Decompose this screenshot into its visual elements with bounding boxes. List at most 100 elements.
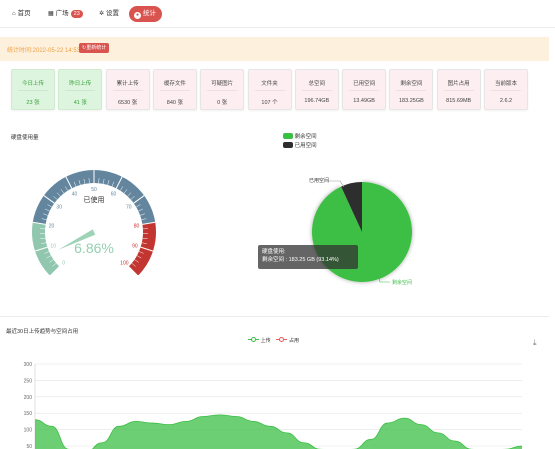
gauge-tick (56, 192, 61, 197)
trend-y-tick-label: 250 (24, 378, 33, 384)
trend-y-tick-label: 300 (24, 362, 33, 368)
stats-time-text: 统计时间:2022-05-22 14:53:25 (7, 48, 89, 54)
legend-label-used: 已用空间 (294, 143, 317, 149)
gauge-ticks (32, 170, 156, 275)
pie-legend-item-used[interactable]: 已用空间 (283, 142, 317, 151)
stat-card-divider (207, 90, 238, 91)
trend-y-tick-label: 200 (24, 395, 33, 401)
stat-card-divider (254, 90, 285, 91)
trend-legend-upload[interactable]: 上传 (248, 337, 272, 344)
gauge-tick-label: 30 (56, 205, 62, 211)
legend-marker-occupy (276, 337, 288, 342)
gauge-tick-label: 90 (132, 243, 138, 249)
tooltip-text: 剩余空间 : 183.25 GB (93.14%) (262, 257, 339, 263)
stat-card-label: 图片占用 (447, 81, 470, 87)
download-icon[interactable]: ⤓ (533, 338, 537, 347)
gauge-tick (141, 218, 147, 221)
gauge-tick (142, 237, 148, 240)
recount-button[interactable]: ↻重新统计 (79, 43, 110, 53)
gauge-tick (52, 263, 57, 267)
gauge-tick (128, 266, 138, 275)
trend-title: 最近30日上传趋势与空间占用 (6, 329, 79, 335)
gauge-arc-high (128, 222, 156, 275)
gauge-tick (130, 196, 135, 200)
gauge-label: 已使用 (84, 195, 105, 204)
stat-card-label: 累计上传 (116, 81, 139, 87)
top-nav: ⌂ 首页 ▦ 广场 23 ✲ 设置 ● 统计 (0, 0, 555, 28)
nav-home[interactable]: ⌂ 首页 (12, 7, 31, 21)
gauge-labels: 0 10 20 30 40 50 60 70 80 90 100 (49, 187, 140, 266)
legend-swatch-used (283, 142, 293, 148)
gauge-tick (40, 237, 46, 240)
gauge-tick (133, 195, 145, 204)
stat-card: 昨日上传 41 张 (58, 69, 103, 110)
pie-tooltip: 硬盘使用: 剩余空间 : 183.25 GB (93.14%) (258, 245, 358, 269)
stat-card-value: 23 张 (26, 100, 40, 106)
gauge-arc-mid (32, 170, 156, 225)
gauge-tick (141, 242, 147, 245)
trend-chart: 50 100 150 200 250 300 (24, 362, 523, 449)
legend-swatch-free (283, 133, 293, 139)
stat-card-divider (112, 90, 143, 91)
stat-card-label: 今日上传 (21, 81, 44, 87)
nav-stats[interactable]: ● 统计 (129, 6, 162, 22)
legend-label-upload: 上传 (260, 338, 271, 344)
stat-card-value: 2.6.2 (499, 98, 513, 104)
stat-card-value: 6530 张 (117, 100, 138, 106)
stat-card-divider (159, 90, 190, 91)
stat-card-value: 815.69MB (446, 98, 472, 104)
gauge-needle (58, 229, 96, 250)
nav-square-badge: 23 (70, 10, 83, 18)
gauge-tick (50, 266, 60, 275)
grid-icon: ▦ (48, 11, 54, 17)
nav-settings[interactable]: ✲ 设置 (99, 7, 119, 21)
gauge-tick (134, 259, 139, 263)
pie-label-line-used (328, 180, 345, 188)
stat-card-label: 昨日上传 (69, 81, 92, 87)
gauge-tick (107, 180, 110, 186)
stat-card-value: 41 张 (73, 100, 87, 106)
stat-card-label: 总空间 (308, 81, 326, 87)
stat-card-label: 缓存文件 (163, 81, 186, 87)
stat-card-value: 0 张 (217, 100, 228, 106)
gauge-tick (138, 208, 143, 212)
legend-label-free: 剩余空间 (294, 134, 317, 140)
gauge-tick (43, 213, 48, 216)
disk-gauge: 0 10 20 30 40 50 60 70 80 90 100 已使用 6.86% (32, 170, 156, 275)
gauge-tick (136, 204, 141, 208)
trend-legend-occupy[interactable]: 占用 (276, 337, 300, 344)
stat-card: 当前版本 2.6.2 (484, 69, 528, 110)
gauge-tick-label: 40 (72, 192, 78, 198)
gauge-tick (138, 251, 144, 254)
stat-card: 文件夹 107 个 (247, 69, 292, 110)
nav-home-label: 首页 (17, 10, 31, 17)
disk-pie-chart: 已用空间 剩余空间 (309, 177, 412, 286)
stat-card-label: 文件夹 (261, 81, 278, 87)
stat-card: 今日上传 23 张 (11, 69, 55, 110)
gauge-tick (102, 178, 105, 184)
gauge-tick-label: 20 (49, 223, 55, 229)
gauge-tick (142, 221, 156, 225)
pie-slice-used[interactable] (341, 182, 362, 232)
nav-square[interactable]: ▦ 广场 23 (48, 7, 83, 21)
stat-card: 累计上传 6530 张 (105, 69, 150, 110)
gauge-tick-label: 0 (62, 260, 65, 266)
legend-label-occupy: 占用 (289, 338, 300, 344)
stat-card: 已用空间 13.49GB (342, 69, 387, 110)
gauge-tick (47, 204, 52, 208)
gauge-tick-label: 50 (91, 187, 97, 193)
pie-legend-item-free[interactable]: 剩余空间 (283, 133, 317, 142)
nav-settings-label: 设置 (106, 10, 120, 17)
gauge-value: 6.86% (74, 240, 114, 256)
gauge-tick (78, 180, 81, 186)
gauge-tick (46, 255, 52, 259)
stat-card: 缓存文件 840 张 (152, 69, 197, 110)
stat-card-value: 107 个 (261, 100, 278, 106)
gauge-tick (73, 181, 77, 187)
trend-legend: 上传 占用 (248, 337, 299, 344)
gauge-tick-label: 70 (126, 205, 132, 211)
stat-card: 剩余空间 183.25GB (389, 69, 434, 110)
gauge-tick (49, 259, 54, 263)
stat-card-divider (443, 90, 474, 91)
gauge-tick (32, 221, 46, 225)
